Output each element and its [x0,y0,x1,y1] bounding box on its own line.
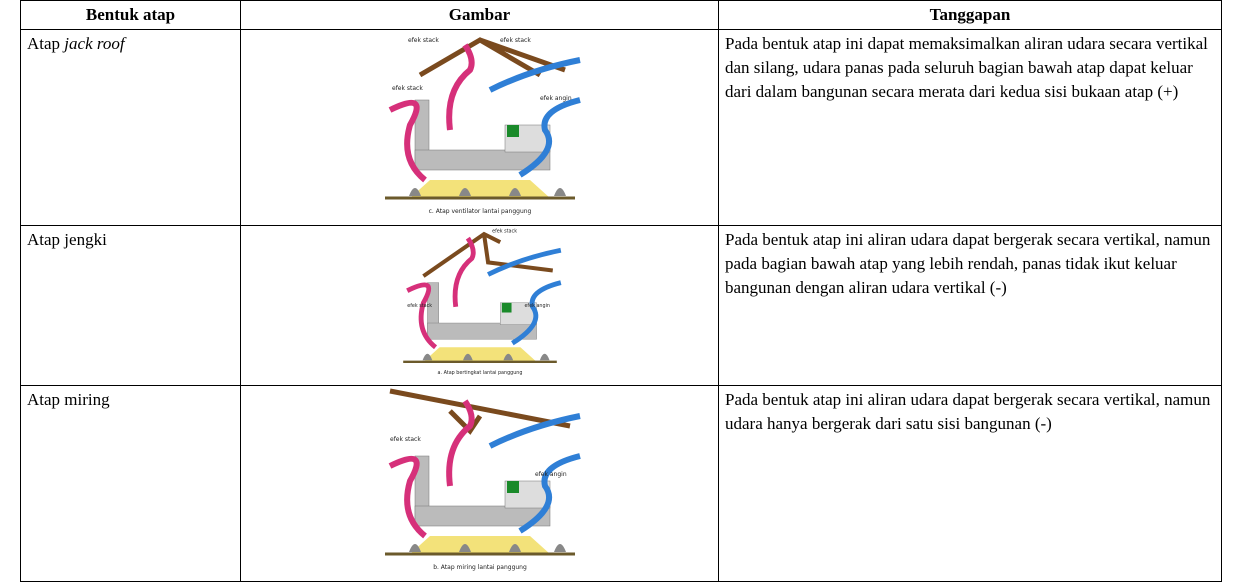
wind-arrow [488,57,581,93]
pier [502,353,513,361]
pier [408,544,421,552]
figure-cell: efek stack efek stack efek stack efek angin… [240,29,719,226]
row: Atap jengki efek stack efek stack efek ang… [20,225,1222,386]
header-cell: Tanggapan [718,0,1222,30]
figure-label: efek stack [500,37,531,44]
roof-name: Atap miring [20,385,241,582]
figure-label: efek stack [390,436,421,443]
stack-arrow [452,236,476,308]
window [506,481,519,493]
figure-label: efek angin [540,95,572,102]
floor [414,505,550,527]
figure-label: efek stack [407,303,432,309]
figure-caption: a. Atap bertingkat lantai panggung [437,370,522,376]
base [409,536,550,554]
figure-cell: efek stack efek stack efek angin a. Atap be… [240,225,719,386]
stack-arrow [388,99,427,183]
name-italic: jack roof [64,34,125,53]
stack-arrow [405,282,437,350]
wind-arrow [488,413,581,449]
pier [458,544,471,552]
wind-arrow [486,247,561,277]
figure-caption: c. Atap ventilator lantai panggung [428,208,531,215]
figure-caption: b. Atap miring lantai panggung [433,564,527,571]
header-cell: Gambar [240,0,719,30]
pier [553,188,566,196]
figure: efek stack efek stack efek angin a. Atap be… [402,228,561,376]
window [501,302,512,313]
pier [458,188,471,196]
wind-arrow [517,97,581,178]
figure-label: efek stack [492,228,517,234]
figure-label: efek angin [535,471,567,478]
header-cell: Bentuk atap [20,0,241,30]
roof [389,388,570,435]
row: Atap miring efek stack efek angin b. Atap … [20,385,1222,582]
response: Pada bentuk atap ini aliran udara dapat … [718,225,1222,386]
wind-arrow [517,453,581,534]
floor [426,322,537,340]
roof-name: Atap jack roof [20,29,241,226]
pier [508,544,521,552]
pier [539,353,550,361]
figure-label: efek stack [408,37,439,44]
page: Bentuk atap Gambar Tanggapan Atap jack r… [20,0,1222,582]
roof-name: Atap jengki [20,225,241,386]
figure-cell: efek stack efek angin b. Atap miring lanta… [240,385,719,582]
stack-arrow [445,399,475,487]
row: Atap jack roof efek stack efek stack efek … [20,29,1222,226]
pier [553,544,566,552]
pier [462,353,473,361]
pier [508,188,521,196]
floor [414,149,550,171]
stack-arrow [445,43,475,131]
response: Pada bentuk atap ini aliran udara dapat … [718,385,1222,582]
base [409,180,550,198]
figure-label: efek angin [524,303,550,309]
roof [421,231,553,278]
pier [408,188,421,196]
pier [422,353,432,361]
header-row: Bentuk atap Gambar Tanggapan [20,0,1222,30]
figure-label: efek stack [392,85,423,92]
window [506,125,519,137]
figure: efek stack efek stack efek stack efek angin… [384,37,581,215]
base [422,347,537,362]
name: Atap [27,34,61,53]
figure: efek stack efek angin b. Atap miring lanta… [384,388,581,571]
wind-arrow [510,280,561,346]
stack-arrow [388,455,427,539]
response: Pada bentuk atap ini dapat memaksimalkan… [718,29,1222,226]
roof-table: Bentuk atap Gambar Tanggapan Atap jack r… [20,0,1222,582]
